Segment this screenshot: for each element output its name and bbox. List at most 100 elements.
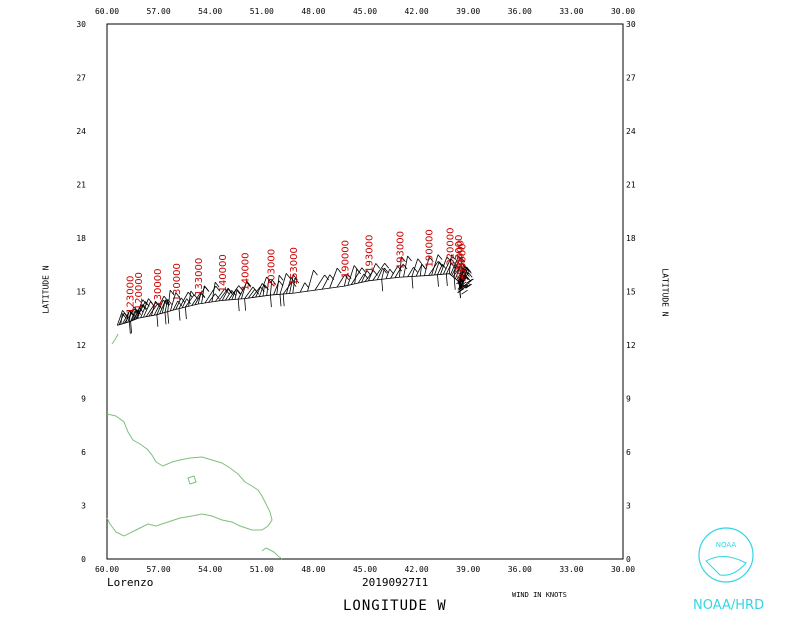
wind-barb [458,278,466,284]
wind-barb-stem [237,299,240,312]
wind-barb-flag [214,293,220,300]
wind-barb [457,284,465,290]
wind-barb [221,288,229,301]
wind-barb [347,265,355,286]
wind-barb [368,263,377,281]
y-tick-label: 24 [76,127,86,136]
wind-barb [424,256,430,276]
y-tick-label-right: 30 [626,20,636,29]
wind-barb-flag [285,273,291,279]
y-tick-label-right: 15 [626,288,636,297]
wind-barb [191,292,201,306]
wind-barb [270,279,273,296]
wind-barb-flag [463,264,468,271]
x-tick-label: 42.00 [405,565,429,574]
wind-barb-flag [167,299,173,305]
time-label: 190000 [340,240,351,278]
x-tick-label: 48.00 [301,565,325,574]
wind-barb [372,262,386,281]
plot-frame [106,23,624,560]
wind-barbs [116,254,474,334]
x-tick-label: 33.00 [559,565,583,574]
wind-barb-flag [467,272,473,278]
wind-barb [188,290,192,307]
wind-barb [244,286,254,299]
time-label: 203000 [266,249,277,287]
noaa-logo-text: NOAA [716,541,737,549]
y-tick-label-right: 21 [626,181,636,190]
wind-barb-flag [397,265,403,272]
wind-barb-stem [445,273,448,286]
x-tick-label-top: 36.00 [508,7,532,16]
wind-barb-flag [460,267,466,273]
wind-barb [459,281,467,287]
wind-barb [175,297,182,310]
x-axis-title: LONGITUDE W [343,598,447,614]
wind-barb [258,276,267,297]
wind-barb [201,285,205,304]
wind-barb-flag [246,282,252,288]
x-tick-label: 45.00 [353,565,377,574]
wind-barb-flag [428,256,434,263]
wind-barb-stem [184,307,187,320]
wind-barb [361,270,368,283]
wind-barb [241,280,248,300]
wind-barb-flag [437,254,443,260]
wind-barb [161,300,166,314]
wind-barb [228,285,240,301]
wind-barb [456,279,463,285]
x-tick-label-top: 54.00 [198,7,222,16]
wind-barb-flag [268,279,274,285]
wind-barb-flag [169,289,175,296]
wind-barb-flag [324,274,329,281]
axis-ticks: 60.00 60.00 57.00 57.00 54.00 54.00 51.00 51.00… [76,7,635,574]
wind-barb-flag [133,306,139,313]
wind-units-note: WIND IN KNOTS [512,591,567,599]
wind-barb [350,267,363,285]
wind-barb-flag [336,267,342,274]
wind-barb [289,274,294,294]
wind-barb [440,256,448,275]
wind-barb-flag [450,258,456,264]
wind-barb-stem [453,277,456,290]
wind-barb [208,293,216,303]
wind-barb-flag [175,292,181,298]
wind-barb [128,311,131,322]
wind-barb [457,285,465,291]
wind-barb [299,282,306,293]
time-label: 130000 [172,263,183,301]
wind-barb-flag [421,263,427,270]
wind-barb-flag [467,268,472,274]
wind-barb-flag [401,256,406,262]
wind-barb [314,274,325,291]
wind-barb-stem [279,294,282,307]
wind-barb [461,284,468,290]
wind-barb [381,267,385,280]
wind-barb [120,313,123,325]
wind-barb [211,282,216,303]
wind-barb-stem [411,276,414,289]
wind-barb [394,263,404,278]
y-tick-label: 9 [81,395,86,404]
wind-barb-flag [384,267,389,274]
wind-barb-stem [437,274,439,287]
y-tick-label-right: 9 [626,395,631,404]
time-label: 220000 [445,227,456,265]
wind-barb [419,264,423,277]
time-label: 140000 [218,254,229,292]
wind-barb [266,279,270,296]
x-tick-label: 39.00 [456,565,480,574]
wind-barb [178,291,189,309]
wind-barb [167,290,171,312]
wind-barb-flag [227,287,233,294]
wind-barb [354,268,358,284]
wind-barb-stem [164,312,167,325]
x-tick-label: 54.00 [198,565,222,574]
time-label: 223000 [454,235,465,273]
wind-barb-flag [407,255,412,262]
wind-barb [218,287,229,302]
y-tick-label-right: 12 [626,341,636,350]
y-tick-label: 12 [76,341,86,350]
x-tick-label-top: 39.00 [456,7,480,16]
